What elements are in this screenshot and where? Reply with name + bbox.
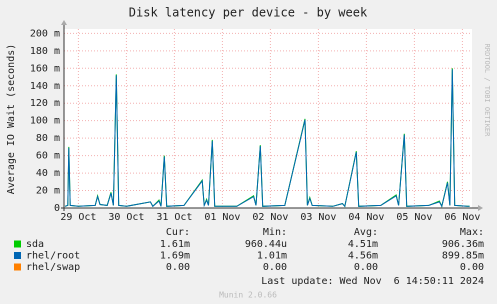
legend-label: rhel/root — [26, 251, 80, 262]
axis-arrow — [478, 205, 483, 211]
stat-value: 1.01m — [257, 251, 287, 262]
last-update: Last update: Wed Nov 6 14:50:11 2024 — [261, 276, 484, 287]
legend-label: sda — [26, 239, 44, 250]
stat-value: 0.00 — [166, 262, 190, 273]
y-tick-label: 100 m — [30, 116, 60, 127]
stat-value: 899.85m — [442, 251, 484, 262]
x-tick-label: 01 Nov — [204, 212, 240, 223]
stat-value: 4.51m — [348, 239, 378, 250]
y-tick-label: 120 m — [30, 98, 60, 109]
axis-arrow — [61, 20, 67, 25]
x-tick-label: 04 Nov — [348, 212, 384, 223]
stat-value: 906.36m — [442, 239, 484, 250]
stats-header: Max: — [460, 227, 484, 238]
stat-value: 0.00 — [354, 262, 378, 273]
stat-value: 960.44u — [245, 239, 287, 250]
y-tick-label: 200 m — [30, 28, 60, 39]
x-tick-label: 05 Nov — [396, 212, 432, 223]
legend-label: rhel/swap — [26, 262, 80, 273]
x-tick-label: 06 Nov — [444, 212, 480, 223]
chart-title: Disk latency per device - by week — [129, 6, 368, 20]
y-axis-label: Average IO Wait (seconds) — [6, 44, 17, 195]
stats-header: Min: — [263, 227, 287, 238]
x-tick-label: 31 Oct — [156, 212, 192, 223]
legend-swatch — [14, 263, 21, 271]
series-line — [64, 69, 470, 208]
stats-header: Cur: — [166, 227, 190, 238]
y-tick-label: 0 — [54, 203, 60, 214]
y-tick-label: 140 m — [30, 81, 60, 92]
stat-value: 0.00 — [263, 262, 287, 273]
stat-value: 1.69m — [160, 251, 190, 262]
x-tick-label: 30 Oct — [108, 212, 144, 223]
plot-area — [64, 29, 472, 208]
legend-swatch — [14, 252, 21, 259]
stat-value: 4.56m — [348, 251, 378, 262]
y-tick-label: 60 m — [36, 151, 60, 162]
y-tick-label: 180 m — [30, 46, 60, 57]
y-tick-label: 20 m — [36, 186, 60, 197]
y-tick-label: 160 m — [30, 63, 60, 74]
x-tick-label: 02 Nov — [252, 212, 288, 223]
stat-value: 0.00 — [460, 262, 484, 273]
x-tick-label: 03 Nov — [300, 212, 336, 223]
side-label: RRDTOOL / TOBI OETIKER — [483, 44, 491, 138]
legend-swatch — [14, 240, 21, 248]
y-tick-label: 80 m — [36, 133, 60, 144]
stat-value: 1.61m — [160, 239, 190, 250]
y-tick-label: 40 m — [36, 168, 60, 179]
stats-header: Avg: — [354, 227, 378, 238]
x-tick-label: 29 Oct — [60, 212, 96, 223]
footer: Munin 2.0.66 — [219, 291, 277, 300]
